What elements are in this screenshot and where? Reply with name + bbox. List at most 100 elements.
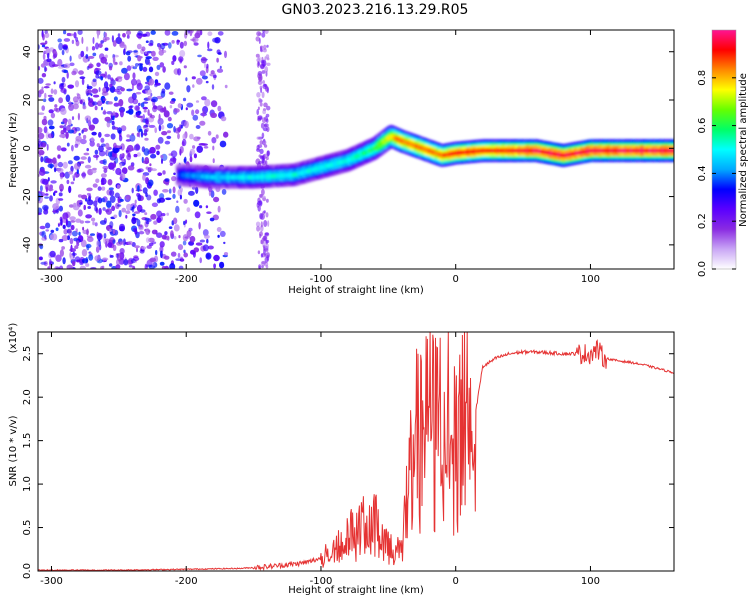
noise-speckle xyxy=(117,204,122,207)
noise-speckle xyxy=(71,174,76,179)
noise-speckle xyxy=(219,65,222,69)
noise-speckle xyxy=(135,91,142,95)
noise-speckle xyxy=(74,143,79,148)
noise-speckle xyxy=(60,147,67,152)
noise-speckle xyxy=(168,188,172,194)
noise-speckle xyxy=(106,86,109,93)
noise-speckle xyxy=(96,240,100,248)
noise-speckle xyxy=(54,266,60,269)
noise-speckle xyxy=(256,136,261,140)
noise-speckle xyxy=(167,235,170,241)
noise-speckle xyxy=(66,264,73,269)
noise-speckle xyxy=(100,40,104,44)
noise-speckle xyxy=(97,99,103,107)
noise-speckle xyxy=(209,217,215,222)
noise-speckle xyxy=(196,145,203,153)
noise-speckle xyxy=(203,234,210,239)
noise-speckle xyxy=(260,224,264,232)
noise-speckle xyxy=(105,92,109,96)
noise-speckle xyxy=(104,133,111,138)
noise-speckle xyxy=(177,244,184,251)
noise-speckle xyxy=(158,113,161,121)
noise-speckle xyxy=(214,37,221,44)
noise-speckle xyxy=(103,109,106,115)
noise-speckle xyxy=(147,95,152,101)
noise-speckle xyxy=(195,125,201,129)
noise-speckle xyxy=(64,119,67,126)
noise-speckle xyxy=(68,185,72,194)
noise-speckle xyxy=(266,62,271,66)
noise-speckle xyxy=(105,241,108,248)
noise-speckle xyxy=(136,152,141,157)
noise-speckle xyxy=(148,66,154,73)
noise-speckle xyxy=(50,229,55,233)
noise-speckle xyxy=(48,97,55,102)
noise-speckle xyxy=(78,70,84,75)
noise-speckle xyxy=(131,206,135,213)
noise-speckle xyxy=(213,263,217,269)
noise-speckle xyxy=(259,85,263,90)
noise-speckle xyxy=(108,151,113,158)
noise-speckle xyxy=(100,177,107,185)
noise-speckle xyxy=(105,36,110,41)
noise-speckle xyxy=(257,115,263,121)
noise-speckle xyxy=(92,117,99,125)
noise-speckle xyxy=(59,183,64,192)
noise-speckle xyxy=(157,172,163,176)
noise-speckle xyxy=(84,115,92,122)
noise-speckle xyxy=(80,156,87,160)
noise-speckle xyxy=(166,123,174,129)
noise-speckle xyxy=(120,87,125,92)
noise-speckle xyxy=(189,235,196,243)
noise-speckle xyxy=(77,209,83,217)
noise-speckle xyxy=(145,40,149,43)
noise-speckle xyxy=(41,44,46,48)
noise-speckle xyxy=(101,143,106,147)
noise-speckle xyxy=(74,245,79,250)
noise-speckle xyxy=(95,42,99,50)
noise-speckle xyxy=(156,198,161,204)
noise-speckle xyxy=(67,84,74,89)
y-tick-label: 2.5 xyxy=(22,346,33,362)
noise-speckle xyxy=(171,31,179,36)
noise-speckle xyxy=(155,144,161,150)
noise-speckle xyxy=(100,137,105,143)
noise-speckle xyxy=(118,99,124,107)
noise-speckle xyxy=(162,189,169,193)
noise-speckle xyxy=(145,31,151,37)
noise-speckle xyxy=(159,193,165,200)
noise-speckle xyxy=(154,71,160,77)
colorbar-tick-label: 0.2 xyxy=(697,213,708,229)
noise-speckle xyxy=(207,31,213,36)
noise-speckle xyxy=(195,109,200,115)
noise-speckle xyxy=(170,150,178,158)
noise-speckle xyxy=(102,158,107,166)
noise-speckle xyxy=(83,204,86,211)
noise-speckle xyxy=(168,91,174,95)
noise-speckle xyxy=(199,257,202,264)
noise-speckle xyxy=(63,38,71,42)
noise-speckle xyxy=(54,104,58,108)
y-tick-label: 2.0 xyxy=(22,389,33,405)
noise-speckle xyxy=(120,125,127,132)
noise-speckle xyxy=(47,94,53,98)
noise-speckle xyxy=(42,33,45,41)
noise-speckle xyxy=(42,52,46,61)
noise-speckle xyxy=(45,186,49,193)
noise-speckle xyxy=(264,248,269,253)
noise-speckle xyxy=(92,78,97,83)
noise-speckle xyxy=(58,205,64,212)
noise-speckle xyxy=(150,30,156,35)
noise-speckle xyxy=(97,197,103,204)
noise-speckle xyxy=(97,186,102,191)
noise-speckle xyxy=(115,264,121,269)
colorbar-tick-label: 0.6 xyxy=(697,118,708,134)
noise-speckle xyxy=(105,142,110,149)
noise-speckle xyxy=(149,257,157,263)
noise-speckle xyxy=(204,98,211,107)
noise-speckle xyxy=(257,250,261,255)
noise-speckle xyxy=(119,248,125,255)
noise-speckle xyxy=(65,218,68,226)
noise-speckle xyxy=(109,195,116,203)
noise-speckle xyxy=(98,207,102,215)
